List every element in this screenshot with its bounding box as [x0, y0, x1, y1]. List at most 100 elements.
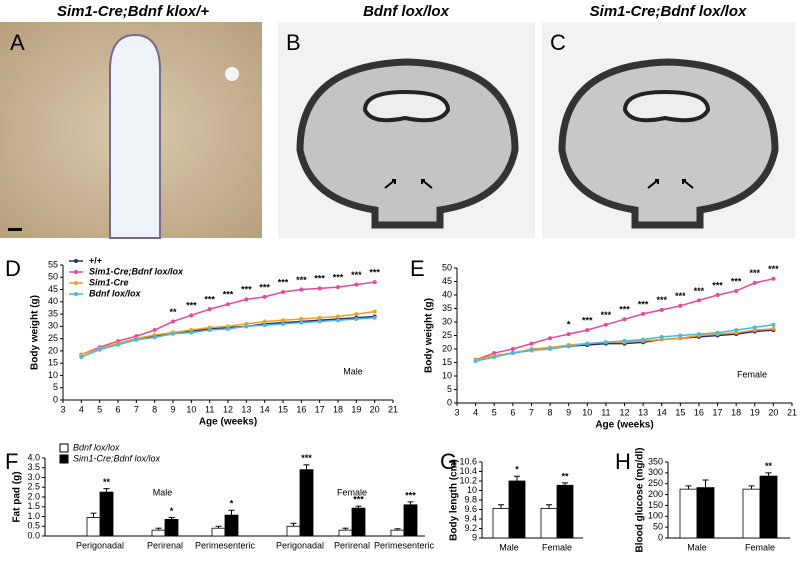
- point: [97, 347, 102, 352]
- legend-swatch: [59, 443, 69, 453]
- x-tick-label: 21: [388, 404, 398, 414]
- significance: *: [230, 499, 234, 509]
- significance: ***: [204, 295, 215, 305]
- significance: ***: [582, 315, 593, 325]
- y-tick-label: 25: [442, 330, 452, 340]
- point: [262, 319, 267, 324]
- significance: ***: [712, 280, 723, 290]
- y-tick-label: 5: [447, 384, 452, 394]
- y-tick-label: 2.0: [27, 491, 40, 501]
- x-tick-label: 14: [260, 404, 270, 414]
- bar: [759, 475, 778, 539]
- chart-label: Male: [343, 366, 363, 376]
- legend-label: +/+: [89, 255, 102, 265]
- y-tick-label: 10.4: [459, 466, 477, 476]
- y-tick-label: 35: [442, 303, 452, 313]
- point: [696, 332, 701, 337]
- x-tick-label: 5: [97, 404, 102, 414]
- y-axis-label: Fat pad (g): [12, 471, 23, 522]
- significance: ***: [259, 282, 270, 292]
- point: [116, 342, 120, 347]
- point: [317, 286, 322, 291]
- x-tick-label: 6: [510, 407, 515, 417]
- image-b: [278, 22, 535, 238]
- significance: ***: [351, 270, 362, 280]
- point: [678, 303, 683, 308]
- legend-swatch: [59, 454, 69, 464]
- y-tick-label: 3.0: [27, 472, 40, 482]
- image-c: [542, 22, 795, 238]
- x-tick-label: 9: [170, 404, 175, 414]
- x-tick-label: 16: [296, 404, 306, 414]
- y-tick-label: 10: [442, 370, 452, 380]
- point: [771, 326, 776, 331]
- point: [336, 285, 340, 290]
- panel-label: D: [5, 256, 21, 281]
- significance: ***: [314, 274, 325, 284]
- x-tick-label: 7: [529, 407, 534, 417]
- significance: ***: [656, 295, 667, 305]
- point: [734, 288, 739, 293]
- y-tick-label: 50: [442, 262, 452, 272]
- point: [354, 317, 359, 321]
- significance: ***: [731, 276, 742, 286]
- y-axis-label: Body weight (g): [424, 298, 435, 373]
- y-tick-label: 20: [48, 345, 58, 355]
- y-tick-label: 350: [648, 456, 663, 466]
- point: [152, 328, 157, 333]
- y-tick-label: 10: [467, 485, 477, 495]
- point: [603, 340, 608, 345]
- significance: ***: [675, 291, 686, 301]
- panel-label: E: [410, 256, 425, 281]
- y-tick-label: 0.5: [27, 521, 40, 531]
- point: [336, 314, 340, 319]
- significance: ***: [301, 453, 312, 463]
- y-tick-label: 1.5: [27, 501, 40, 511]
- y-tick-label: 300: [648, 467, 663, 477]
- x-tick-label: 8: [548, 407, 553, 417]
- point: [510, 347, 515, 351]
- point: [372, 315, 377, 320]
- x-tick-label: 10: [186, 404, 196, 414]
- point: [299, 287, 304, 292]
- legend-label: Sim1-Cre;Bdnf lox/lox: [89, 266, 184, 276]
- significance: ***: [369, 268, 380, 278]
- y-tick-label: 40: [442, 289, 452, 299]
- significance: ***: [186, 301, 197, 311]
- significance: ***: [223, 290, 234, 300]
- point: [262, 294, 267, 299]
- x-tick-label: 14: [657, 407, 667, 417]
- x-tick-label: 3: [60, 404, 65, 414]
- legend-label: Sim1-Cre: [89, 277, 129, 287]
- point: [336, 318, 340, 323]
- significance: ***: [619, 305, 630, 315]
- panel-label: F: [5, 449, 18, 474]
- point: [603, 322, 608, 327]
- significance: ***: [694, 286, 705, 296]
- x-tick-label: Perirenal: [147, 540, 183, 550]
- x-tick-label: Female: [542, 542, 572, 552]
- y-axis-label: Body length (cm): [449, 459, 460, 541]
- point: [281, 321, 285, 326]
- significance: ***: [405, 490, 416, 500]
- point: [372, 309, 377, 314]
- point: [659, 334, 664, 339]
- image-title: Sim1-Cre;Bdnf lox/lox: [590, 3, 747, 20]
- x-tick-label: 4: [79, 404, 84, 414]
- point: [492, 355, 497, 360]
- significance: **: [169, 307, 177, 317]
- y-tick-label: 45: [442, 276, 452, 286]
- y-tick-label: 50: [653, 522, 663, 532]
- point: [566, 332, 571, 337]
- y-tick-label: 20: [442, 343, 452, 353]
- bar: [224, 514, 239, 537]
- image-title: Bdnf lox/lox: [363, 3, 449, 20]
- y-tick-label: 150: [648, 500, 663, 510]
- y-tick-label: 2.5: [27, 482, 40, 492]
- x-tick-label: 17: [713, 407, 723, 417]
- bar: [390, 529, 405, 537]
- legend-swatch: [74, 259, 78, 263]
- point: [566, 344, 571, 349]
- x-tick-label: 9: [566, 407, 571, 417]
- point: [299, 317, 304, 321]
